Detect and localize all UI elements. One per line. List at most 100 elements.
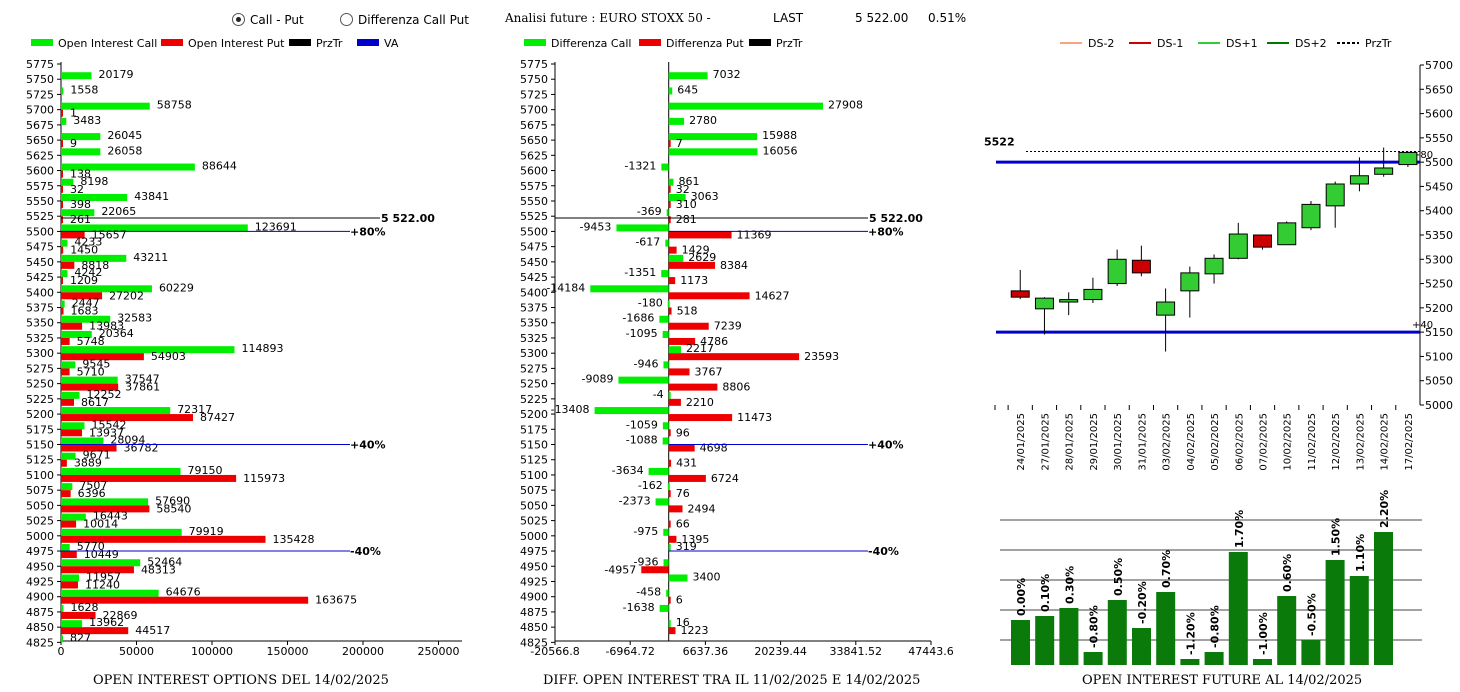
diff-put-bar	[668, 429, 671, 437]
strike-label: 5650	[26, 134, 54, 147]
call-bar	[61, 574, 80, 582]
call-bar	[61, 285, 152, 293]
oi-future-label: 0.30%	[1063, 566, 1076, 604]
call-bar	[61, 483, 73, 491]
put-bar	[61, 261, 75, 269]
oi-future-label: 2.20%	[1378, 490, 1391, 528]
diff-call-bar	[665, 239, 669, 247]
put-bar	[61, 185, 63, 193]
call-value-label: 64676	[166, 586, 201, 599]
x-tick-label: 50000	[119, 645, 154, 658]
put-bar	[61, 627, 129, 635]
strike-label: 5075	[520, 484, 548, 497]
diff-put-bar	[668, 261, 716, 269]
x-tick-label: 200000	[342, 645, 384, 658]
radio-call-put[interactable]: Call - Put	[232, 13, 304, 27]
diff-call-value-label: -617	[635, 236, 660, 249]
call-bar	[61, 270, 68, 278]
strike-label: 5375	[520, 302, 548, 315]
date-label: 07/02/2025	[1259, 413, 1270, 471]
diff-call-bar	[668, 620, 671, 628]
va-label: +40%	[868, 439, 904, 452]
call-bar	[61, 391, 80, 399]
strike-label: 5400	[520, 286, 548, 299]
call-bar	[61, 544, 70, 552]
analisi-title: Analisi future : EURO STOXX 50 -	[505, 11, 711, 25]
candle-body	[1034, 297, 1054, 310]
diff-call-bar	[666, 589, 669, 597]
date-label: 31/01/2025	[1137, 413, 1148, 471]
diff-call-bar	[655, 498, 669, 506]
oi-future-bar	[1059, 608, 1079, 665]
diff-call-bar	[618, 376, 669, 384]
put-value-label: 115973	[243, 472, 285, 485]
put-bar	[61, 109, 63, 117]
diff-call-bar	[668, 178, 674, 186]
y-tick-label: 5250	[1425, 278, 1453, 291]
candle-body	[1228, 233, 1248, 259]
radio-selected-icon[interactable]	[232, 13, 245, 26]
przTr-label: 5522	[984, 135, 1015, 148]
date-label: 13/02/2025	[1355, 413, 1366, 471]
diff-put-value-label: 7	[676, 137, 683, 150]
footer-middle: DIFF. OPEN INTEREST TRA IL 11/02/2025 E …	[543, 673, 921, 688]
x-tick-label: 0	[58, 645, 65, 658]
strike-label: 4900	[26, 591, 54, 604]
put-value-label: 1450	[70, 244, 98, 257]
strike-label: 5225	[26, 393, 54, 406]
strike-label: 5575	[520, 180, 548, 193]
diff-call-bar	[661, 163, 669, 171]
legend-label: Differenza Call	[551, 37, 631, 50]
legend-swatch	[31, 39, 53, 46]
diff-put-bar	[668, 231, 732, 239]
call-value-label: 16443	[93, 510, 128, 523]
put-bar	[61, 368, 70, 376]
call-bar	[61, 239, 68, 247]
strike-label: 5400	[26, 286, 54, 299]
strike-label: 4850	[26, 621, 54, 634]
x-tick-label: 6637.36	[683, 645, 729, 658]
radio-unselected-icon[interactable]	[340, 13, 353, 26]
diff-put-value-label: 518	[677, 305, 698, 318]
strike-label: 5700	[520, 104, 548, 117]
diff-call-value-label: 2780	[689, 114, 717, 127]
call-value-label: 12252	[87, 388, 122, 401]
legend-label: DS+1	[1226, 37, 1258, 50]
put-value-label: 9	[70, 137, 77, 150]
strike-label: 5675	[26, 119, 54, 132]
strike-label: 5600	[520, 165, 548, 178]
y-tick-label: 5650	[1425, 83, 1453, 96]
legend-label: DS-2	[1088, 37, 1114, 50]
oi-future-label: -0.20%	[1136, 581, 1149, 624]
diff-put-bar	[668, 368, 690, 376]
strike-label: 5225	[520, 393, 548, 406]
put-bar	[61, 353, 144, 361]
oi-future-bar	[1349, 576, 1369, 665]
diff-put-bar	[668, 414, 733, 422]
radio-differenza[interactable]: Differenza Call Put	[340, 13, 469, 27]
put-value-label: 13983	[89, 320, 124, 333]
put-value-label: 5710	[77, 365, 105, 378]
diff-call-bar	[663, 528, 669, 536]
diff-call-value-label: -1321	[624, 160, 656, 173]
diff-call-bar	[662, 437, 669, 445]
legend-label: DS+2	[1295, 37, 1327, 50]
diff-call-bar	[668, 87, 673, 95]
diff-call-bar	[616, 224, 669, 232]
call-bar	[61, 467, 181, 475]
strike-label: 5675	[520, 119, 548, 132]
przTr-label: 5 522.00	[381, 212, 435, 225]
strike-label: 4825	[520, 636, 548, 649]
oi-future-label: 0.50%	[1112, 558, 1125, 596]
oi-future-label: -0.80%	[1209, 605, 1222, 648]
diff-call-bar	[667, 483, 670, 491]
put-bar	[61, 611, 96, 619]
strike-label: 5175	[26, 423, 54, 436]
oi-future-bar	[1204, 652, 1224, 665]
va-label: +80%	[868, 225, 904, 238]
strike-label: 5000	[520, 530, 548, 543]
radio-differenza-label: Differenza Call Put	[358, 13, 469, 27]
call-bar	[61, 133, 101, 141]
put-value-label: 8818	[81, 259, 109, 272]
strike-label: 5075	[26, 484, 54, 497]
